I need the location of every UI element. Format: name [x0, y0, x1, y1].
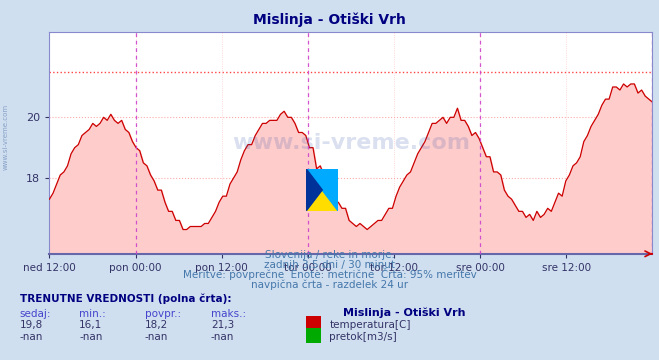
Text: min.:: min.: — [79, 309, 106, 319]
Text: 16,1: 16,1 — [79, 320, 102, 330]
Text: TRENUTNE VREDNOSTI (polna črta):: TRENUTNE VREDNOSTI (polna črta): — [20, 294, 231, 305]
Text: Mislinja - Otiški Vrh: Mislinja - Otiški Vrh — [253, 13, 406, 27]
Text: zadnjh 3,5 dni / 30 minut: zadnjh 3,5 dni / 30 minut — [264, 260, 395, 270]
Text: maks.:: maks.: — [211, 309, 246, 319]
Text: temperatura[C]: temperatura[C] — [330, 320, 411, 330]
Polygon shape — [306, 169, 322, 211]
Text: sedaj:: sedaj: — [20, 309, 51, 319]
Text: -nan: -nan — [211, 332, 234, 342]
Text: Mislinja - Otiški Vrh: Mislinja - Otiški Vrh — [343, 307, 465, 318]
Text: 21,3: 21,3 — [211, 320, 234, 330]
Polygon shape — [306, 169, 338, 211]
Text: pretok[m3/s]: pretok[m3/s] — [330, 332, 397, 342]
Text: 18,2: 18,2 — [145, 320, 168, 330]
Text: Meritve: povprečne  Enote: metrične  Črta: 95% meritev: Meritve: povprečne Enote: metrične Črta:… — [183, 268, 476, 280]
Text: navpična črta - razdelek 24 ur: navpična črta - razdelek 24 ur — [251, 279, 408, 290]
Text: -nan: -nan — [20, 332, 43, 342]
Text: www.si-vreme.com: www.si-vreme.com — [2, 104, 9, 170]
Text: Slovenija / reke in morje.: Slovenija / reke in morje. — [264, 251, 395, 261]
Text: -nan: -nan — [79, 332, 102, 342]
Text: povpr.:: povpr.: — [145, 309, 181, 319]
Text: www.si-vreme.com: www.si-vreme.com — [232, 133, 470, 153]
Text: 19,8: 19,8 — [20, 320, 43, 330]
Text: -nan: -nan — [145, 332, 168, 342]
